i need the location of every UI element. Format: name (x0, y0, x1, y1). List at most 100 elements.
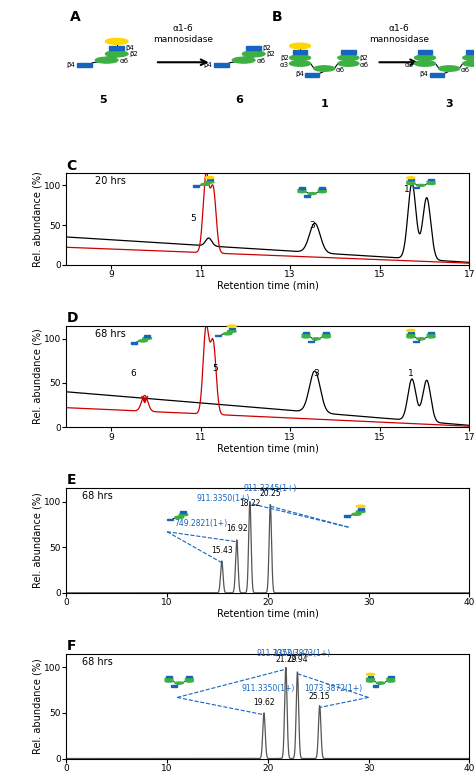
Bar (430, 74, 444, 77)
Circle shape (105, 51, 128, 57)
Circle shape (356, 510, 365, 512)
Bar (207, 179, 213, 180)
X-axis label: Retention time (min): Retention time (min) (217, 281, 319, 291)
Circle shape (175, 682, 183, 684)
Text: 68 hrs: 68 hrs (94, 329, 125, 339)
Bar (166, 676, 172, 677)
Circle shape (407, 176, 415, 179)
Bar (215, 335, 221, 337)
Circle shape (290, 43, 310, 49)
Circle shape (387, 678, 395, 680)
Text: 911.3350(1+): 911.3350(1+) (197, 494, 250, 502)
Circle shape (312, 337, 320, 340)
Circle shape (318, 189, 326, 191)
Text: A: A (70, 10, 81, 24)
Bar (408, 332, 414, 334)
Text: 5: 5 (212, 365, 219, 373)
Bar (304, 195, 310, 197)
Text: B: B (272, 10, 283, 24)
Circle shape (232, 57, 255, 63)
Circle shape (338, 61, 359, 67)
Circle shape (387, 680, 395, 682)
Circle shape (427, 181, 435, 183)
Text: 5: 5 (191, 214, 196, 223)
Text: β4: β4 (420, 71, 428, 77)
Text: 3: 3 (445, 99, 453, 109)
Bar (368, 676, 374, 677)
Y-axis label: Rel. abundance (%): Rel. abundance (%) (32, 658, 42, 754)
Text: β4: β4 (295, 71, 304, 77)
Circle shape (308, 193, 316, 194)
Bar (466, 50, 474, 54)
Text: α6: α6 (119, 58, 128, 64)
Circle shape (205, 181, 214, 183)
Text: 3: 3 (309, 221, 315, 230)
Text: 22.94: 22.94 (287, 655, 308, 664)
Text: 1073.3873(1+): 1073.3873(1+) (272, 649, 330, 658)
Text: 5: 5 (99, 95, 107, 105)
Bar (418, 50, 432, 54)
Bar (171, 685, 177, 687)
Text: β4: β4 (126, 45, 134, 50)
Circle shape (314, 66, 335, 71)
Text: 1: 1 (408, 369, 414, 378)
Circle shape (138, 340, 147, 342)
Circle shape (302, 336, 310, 338)
Circle shape (407, 183, 415, 184)
Circle shape (338, 55, 359, 60)
Text: α6: α6 (360, 62, 369, 67)
Text: 15.43: 15.43 (211, 546, 233, 556)
Text: α6: α6 (256, 58, 265, 64)
Bar (180, 512, 186, 513)
Text: 3: 3 (313, 369, 319, 378)
Text: β2: β2 (266, 51, 275, 57)
Circle shape (228, 330, 236, 332)
Circle shape (463, 61, 474, 67)
Circle shape (290, 55, 310, 60)
Text: β2: β2 (280, 55, 289, 61)
Text: 21.79: 21.79 (275, 655, 297, 664)
Text: 749.2821(1+): 749.2821(1+) (174, 519, 228, 528)
Circle shape (228, 325, 236, 327)
Circle shape (165, 678, 173, 680)
Bar (373, 685, 378, 687)
Text: β2: β2 (129, 51, 138, 57)
Circle shape (95, 57, 118, 63)
Circle shape (322, 336, 330, 338)
Bar (109, 46, 124, 50)
Text: 6: 6 (130, 369, 136, 378)
Circle shape (417, 337, 425, 340)
Circle shape (165, 680, 173, 682)
Circle shape (366, 678, 374, 680)
Text: β4: β4 (203, 62, 212, 68)
Circle shape (376, 682, 385, 684)
Bar (308, 341, 314, 342)
Circle shape (438, 66, 460, 71)
Circle shape (318, 191, 326, 193)
Bar (193, 186, 199, 187)
Circle shape (417, 184, 425, 187)
Y-axis label: Rel. abundance (%): Rel. abundance (%) (32, 171, 42, 267)
Text: 911.3350(1+): 911.3350(1+) (241, 684, 294, 693)
Circle shape (290, 61, 310, 67)
Circle shape (407, 334, 415, 336)
Circle shape (205, 176, 214, 179)
Text: 1: 1 (404, 184, 410, 194)
Text: β2: β2 (360, 55, 368, 61)
Circle shape (322, 334, 330, 336)
Bar (413, 187, 419, 188)
Text: 68 hrs: 68 hrs (82, 491, 113, 501)
X-axis label: Retention time (min): Retention time (min) (217, 443, 319, 453)
Text: α3: α3 (280, 62, 289, 67)
Circle shape (298, 189, 306, 191)
Bar (344, 515, 350, 517)
Bar (319, 187, 325, 189)
Bar (305, 74, 319, 77)
Text: E: E (66, 473, 76, 487)
Bar (408, 179, 414, 180)
Text: β2: β2 (263, 45, 271, 50)
Bar (293, 50, 307, 54)
Circle shape (298, 191, 306, 193)
Circle shape (407, 181, 415, 183)
Text: α6: α6 (460, 67, 470, 73)
